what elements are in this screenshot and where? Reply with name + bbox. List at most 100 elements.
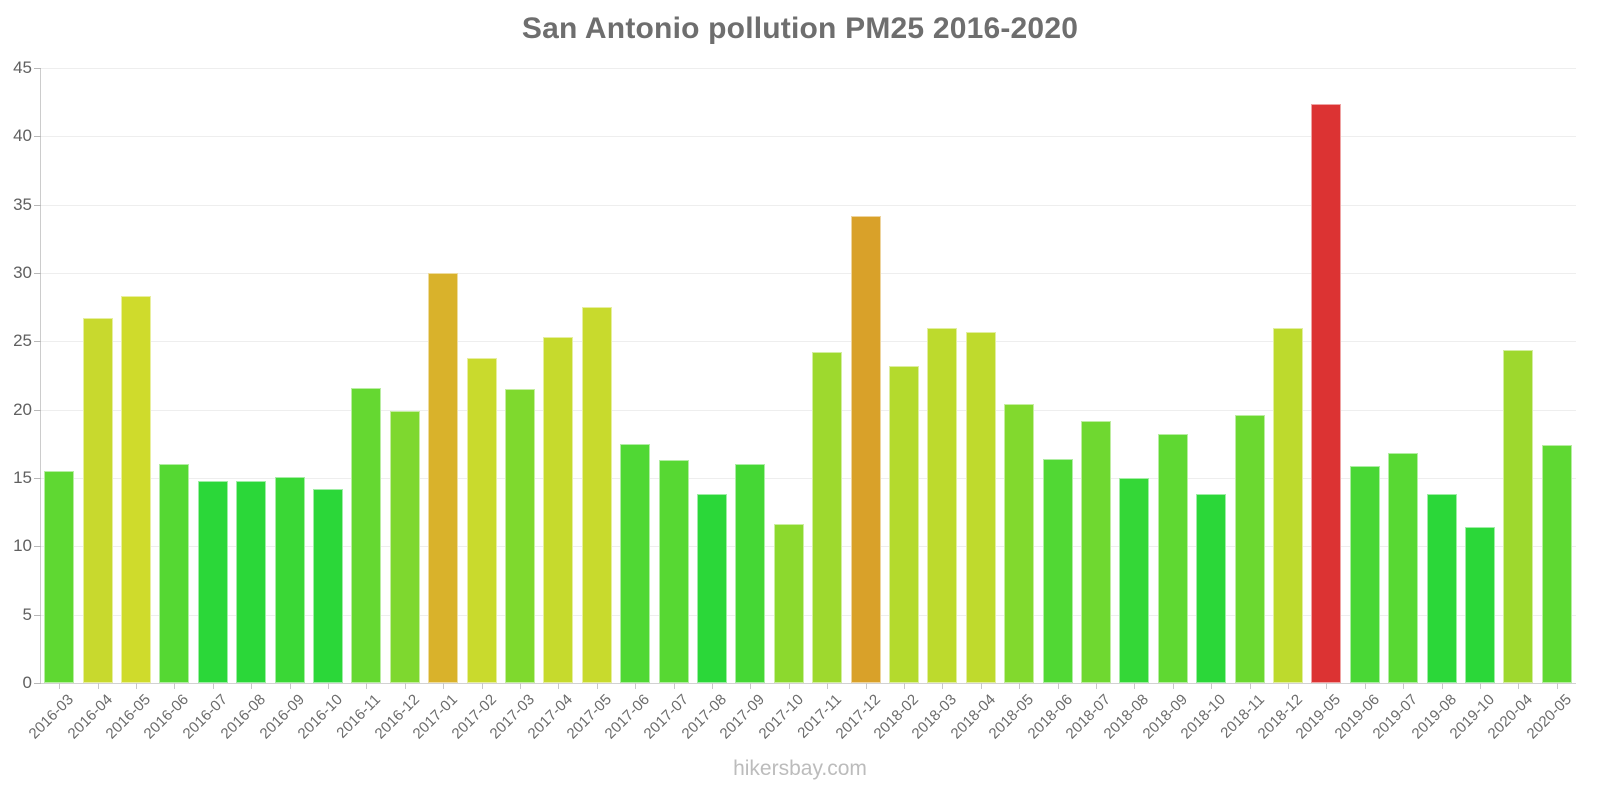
bar-2018-09[interactable] (1157, 434, 1188, 683)
gridline-40 (40, 136, 1576, 138)
x-axis-tick-mark (1556, 683, 1558, 689)
gridline-25 (40, 341, 1576, 343)
x-axis-tick-mark (750, 683, 752, 689)
x-axis-tick-mark (1288, 683, 1289, 689)
x-axis-tick-mark (1480, 683, 1481, 689)
bar-2019-05[interactable] (1311, 103, 1342, 683)
x-axis-tick-mark (404, 683, 406, 689)
bar-2017-06[interactable] (620, 443, 651, 683)
bar-2018-07[interactable] (1081, 420, 1111, 683)
gridline-0 (40, 683, 1576, 684)
bar-2018-06[interactable] (1042, 458, 1073, 683)
bar-2018-08[interactable] (1119, 478, 1150, 683)
bar-2018-10[interactable] (1196, 494, 1227, 683)
chart-title: San Antonio pollution PM25 2016-2020 (521, 12, 1079, 45)
x-axis-tick-mark (97, 683, 99, 689)
bar-2019-07[interactable] (1388, 453, 1419, 683)
bar-2017-01[interactable] (428, 273, 459, 683)
bar-2017-12[interactable] (850, 215, 881, 683)
x-axis-tick-mark (827, 683, 829, 689)
bar-2016-09[interactable] (274, 476, 305, 683)
bar-2018-03[interactable] (927, 327, 958, 683)
y-axis-tick-mark (34, 478, 41, 479)
y-axis-tick-mark (34, 341, 41, 343)
x-axis-tick-mark (1249, 683, 1251, 689)
gridline-45 (40, 68, 1576, 69)
bar-2017-05[interactable] (581, 307, 612, 683)
bar-2016-03[interactable] (44, 471, 75, 683)
gridline-10 (40, 546, 1576, 548)
bar-2017-03[interactable] (505, 389, 535, 683)
y-axis-tick-label: 40 (13, 126, 32, 146)
bar-2016-06[interactable] (159, 464, 190, 683)
bar-2019-06[interactable] (1349, 465, 1380, 683)
bar-2017-09[interactable] (735, 464, 766, 683)
bar-2016-11[interactable] (351, 387, 382, 683)
x-axis-tick-mark (1019, 683, 1021, 689)
bar-2018-05[interactable] (1004, 404, 1035, 683)
gridline-30 (40, 273, 1576, 274)
bar-2017-04[interactable] (543, 337, 574, 683)
bar-2016-05[interactable] (121, 296, 151, 683)
gridline-35 (40, 204, 1576, 206)
bar-2018-04[interactable] (965, 331, 996, 683)
bar-2016-07[interactable] (197, 480, 228, 683)
x-axis-tick-mark (1057, 683, 1059, 689)
x-axis-tick-mark (1364, 683, 1366, 689)
bar-2017-11[interactable] (812, 352, 843, 683)
x-axis-tick-mark (673, 683, 675, 689)
x-axis-tick-mark (1326, 683, 1328, 689)
y-axis-tick-mark (34, 204, 41, 206)
y-axis-tick-mark (34, 273, 41, 274)
bar-2018-11[interactable] (1234, 415, 1265, 683)
x-axis-tick-mark (1211, 683, 1213, 689)
x-axis-tick-mark (942, 683, 944, 689)
y-axis-tick-label: 35 (13, 194, 32, 214)
bar-2019-08[interactable] (1426, 494, 1457, 683)
gridline-5 (40, 614, 1576, 616)
x-axis-tick-mark (481, 683, 483, 689)
bar-2016-08[interactable] (236, 480, 267, 683)
x-axis-tick-mark (366, 683, 368, 689)
y-axis-tick-label: 20 (13, 399, 32, 419)
bar-2020-04[interactable] (1503, 349, 1534, 683)
x-axis-tick-mark (1096, 683, 1097, 689)
bar-2017-08[interactable] (697, 494, 727, 683)
bar-2018-02[interactable] (889, 365, 919, 683)
x-axis-tick-mark (59, 683, 61, 689)
y-axis-tick-label: 15 (13, 468, 32, 487)
y-axis-tick-mark (34, 68, 41, 69)
x-axis-tick-mark (980, 683, 982, 689)
x-axis-tick-mark (596, 683, 598, 689)
x-axis-tick-mark (212, 683, 214, 689)
bar-2017-10[interactable] (773, 524, 804, 683)
x-axis-tick-mark (289, 683, 291, 689)
bar-2016-12[interactable] (389, 411, 420, 683)
y-axis-tick-label: 45 (13, 58, 32, 77)
plot-area (40, 68, 1576, 684)
x-axis-tick-mark (1518, 683, 1520, 689)
bar-2017-02[interactable] (466, 357, 497, 683)
bar-2016-10[interactable] (313, 488, 343, 683)
x-axis-tick-mark (1134, 683, 1136, 689)
x-axis-tick-mark (443, 683, 445, 689)
gridline-15 (40, 478, 1576, 479)
y-axis-tick-mark (34, 409, 41, 411)
bar-2018-12[interactable] (1273, 327, 1303, 683)
bar-2017-07[interactable] (658, 460, 689, 683)
y-axis-line (40, 68, 41, 684)
x-axis-tick-mark (712, 683, 713, 689)
y-axis-tick-label: 10 (13, 536, 32, 556)
bar-2019-10[interactable] (1465, 527, 1495, 683)
x-axis-tick-mark (136, 683, 137, 689)
y-axis-tick-label: 30 (13, 263, 32, 282)
x-axis-tick-mark (1172, 683, 1174, 689)
y-axis-tick-mark (34, 136, 41, 138)
source-credit: hikersbay.com (733, 757, 867, 780)
bar-2016-04[interactable] (82, 318, 113, 683)
bar-2020-05[interactable] (1541, 445, 1572, 683)
y-axis-tick-mark (34, 683, 41, 684)
x-axis-tick-mark (635, 683, 637, 689)
x-axis-tick-mark (328, 683, 329, 689)
x-axis-tick-mark (904, 683, 905, 689)
